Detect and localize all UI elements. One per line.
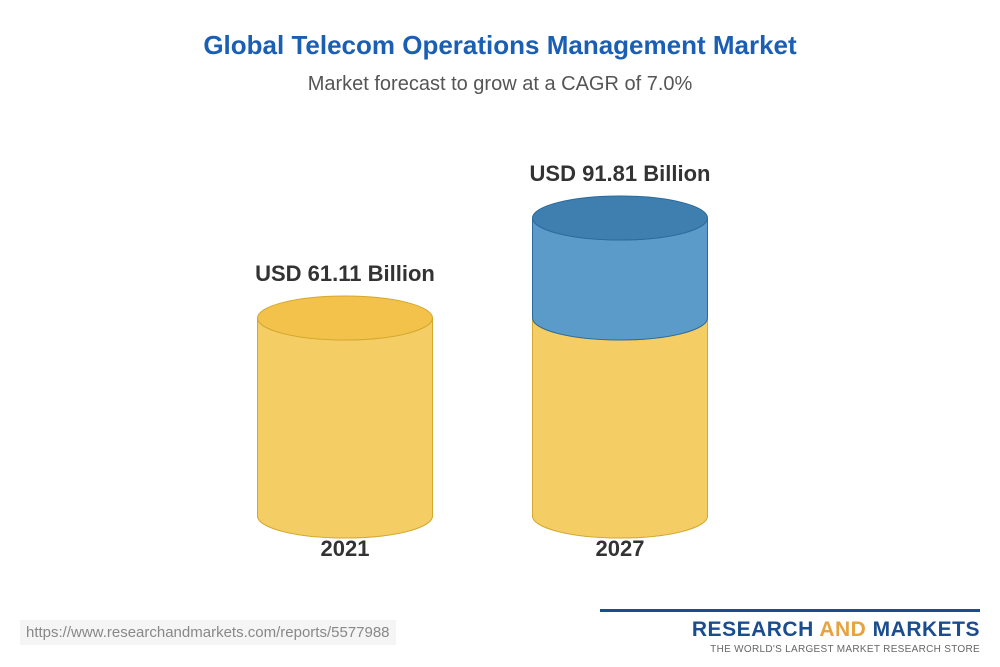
chart-subtitle: Market forecast to grow at a CAGR of 7.0… [0, 73, 1000, 96]
brand-word-research: RESEARCH [692, 618, 814, 641]
chart-title: Global Telecom Operations Management Mar… [0, 0, 1000, 61]
value-label-2021: USD 61.11 Billion [215, 261, 475, 287]
source-url: https://www.researchandmarkets.com/repor… [20, 620, 396, 645]
footer: https://www.researchandmarkets.com/repor… [0, 597, 1000, 667]
chart-area: USD 61.11 Billion USD 91.81 Billion 2021… [0, 116, 1000, 556]
year-label-2027: 2027 [520, 536, 720, 562]
brand-tagline: THE WORLD'S LARGEST MARKET RESEARCH STOR… [600, 644, 980, 655]
value-label-2027: USD 91.81 Billion [490, 161, 750, 187]
brand-word-and: AND [819, 618, 866, 641]
brand-logo-text: RESEARCH AND MARKETS [600, 618, 980, 642]
brand-word-markets: MARKETS [873, 618, 980, 641]
year-label-2021: 2021 [245, 536, 445, 562]
brand-block: RESEARCH AND MARKETS THE WORLD'S LARGEST… [600, 609, 980, 655]
